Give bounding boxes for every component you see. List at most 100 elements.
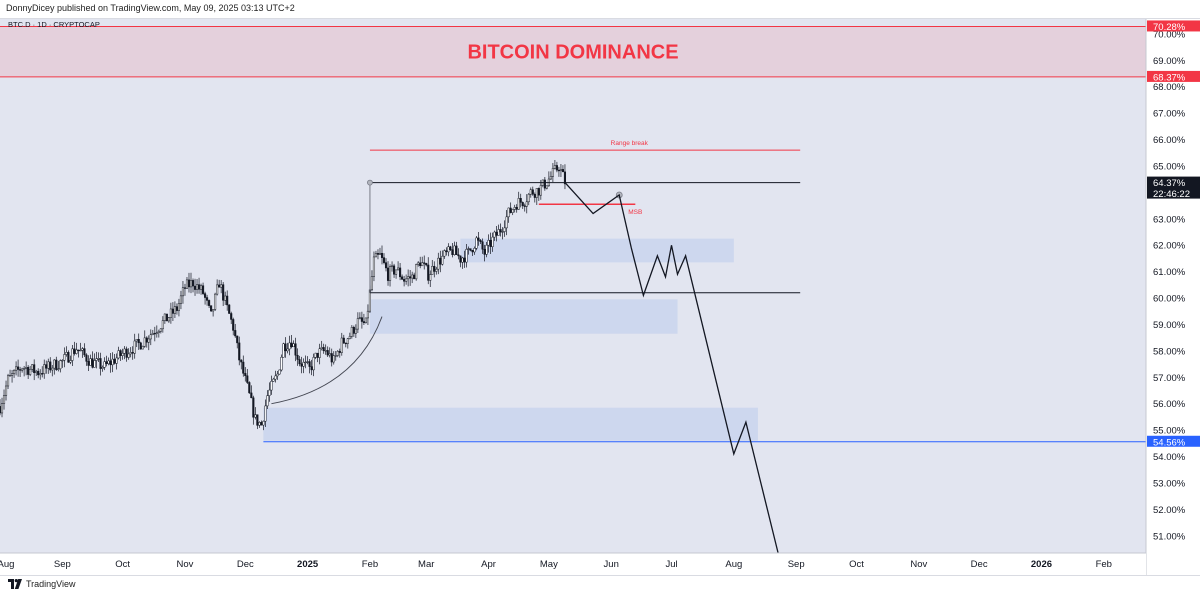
candle[interactable] [503,220,506,237]
candle[interactable] [489,232,492,254]
candle[interactable] [543,177,546,191]
candle[interactable] [471,249,474,257]
candle[interactable] [453,241,456,256]
candle[interactable] [487,234,490,253]
candle[interactable] [29,365,32,377]
candle[interactable] [230,311,233,325]
candle[interactable] [4,380,8,401]
candle[interactable] [93,353,96,368]
candle[interactable] [155,325,158,338]
candle[interactable] [262,420,265,431]
candle[interactable] [495,225,498,242]
candle[interactable] [288,335,291,356]
tradingview-logo-icon[interactable] [8,579,22,589]
candle[interactable] [236,335,239,349]
candle[interactable] [179,290,182,310]
candle[interactable] [19,366,22,377]
candle[interactable] [449,245,452,252]
candle[interactable] [555,161,558,173]
price-label-3[interactable]: 54.56% [1147,435,1200,449]
candle[interactable] [169,302,172,324]
candle[interactable] [107,357,110,366]
candle[interactable] [354,324,357,339]
candle[interactable] [191,278,195,293]
candle[interactable] [105,355,108,367]
candle[interactable] [374,250,378,258]
candle[interactable] [515,204,518,213]
candle[interactable] [497,224,500,236]
candle[interactable] [405,274,408,285]
candle[interactable] [197,277,201,294]
candle[interactable] [153,326,156,342]
candle[interactable] [356,312,359,333]
candle[interactable] [413,272,416,280]
candle[interactable] [238,336,241,366]
candle[interactable] [334,350,337,361]
candle[interactable] [358,312,361,320]
candle[interactable] [483,244,486,262]
candle[interactable] [81,347,84,358]
candle[interactable] [384,258,388,272]
candle[interactable] [159,328,162,334]
candle[interactable] [83,343,86,358]
candle[interactable] [531,186,534,196]
candle[interactable] [519,193,522,208]
candle[interactable] [563,164,567,190]
candle[interactable] [129,347,132,358]
candle[interactable] [344,342,347,348]
candle[interactable] [202,282,205,296]
candle[interactable] [509,202,512,214]
candle[interactable] [264,399,267,427]
candle[interactable] [240,359,243,370]
candle[interactable] [246,368,249,384]
candle[interactable] [61,359,64,368]
candle[interactable] [109,353,112,373]
candle[interactable] [97,352,100,362]
candle[interactable] [535,188,538,206]
candle[interactable] [33,359,36,381]
candle[interactable] [445,247,448,256]
candle[interactable] [139,341,142,350]
candle[interactable] [491,232,494,252]
candle[interactable] [465,244,468,268]
candle[interactable] [479,238,482,244]
candle[interactable] [0,397,4,418]
price-label-2[interactable]: 68.37% [1147,70,1200,84]
candle[interactable] [252,395,255,425]
candle[interactable] [443,249,446,259]
candle[interactable] [284,337,287,358]
candle[interactable] [23,366,26,377]
candle[interactable] [173,301,176,318]
candle[interactable] [87,355,90,372]
candle[interactable] [71,344,74,366]
candle[interactable] [216,279,219,296]
candle[interactable] [151,329,154,336]
candle[interactable] [411,271,414,284]
candle[interactable] [425,262,428,267]
candle[interactable] [451,243,454,258]
price-label-1[interactable]: 70.28% [1147,20,1200,33]
candle[interactable] [372,251,376,282]
candle[interactable] [382,253,386,265]
candle[interactable] [41,366,44,378]
candle[interactable] [527,192,530,206]
candle[interactable] [559,163,562,178]
candle[interactable] [25,361,28,376]
candle[interactable] [248,381,251,394]
candle[interactable] [427,257,430,285]
candle[interactable] [417,261,420,267]
candle[interactable] [228,304,231,314]
candle[interactable] [433,261,436,278]
candle[interactable] [65,346,68,357]
candle[interactable] [386,261,390,286]
candle[interactable] [338,348,341,358]
candle[interactable] [185,277,189,289]
candle[interactable] [11,370,14,383]
candle[interactable] [195,278,199,294]
candle[interactable] [75,342,78,355]
candle[interactable] [63,347,66,368]
candle[interactable] [266,390,269,409]
candle[interactable] [308,359,311,374]
candle[interactable] [360,311,363,329]
candle[interactable] [91,351,94,369]
